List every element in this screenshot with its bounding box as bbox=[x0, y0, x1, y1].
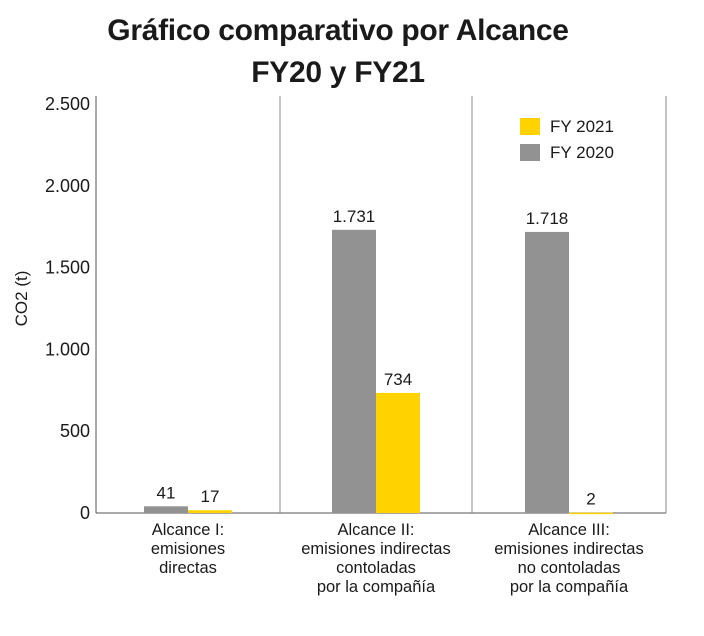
category-label: Alcance II: bbox=[337, 521, 414, 539]
bar-fy2020-cat3 bbox=[525, 231, 569, 514]
bar-fy2020-cat1 bbox=[144, 506, 188, 513]
y-axis-label: CO2 (t) bbox=[12, 271, 31, 327]
y-tick-label: 2.000 bbox=[45, 176, 90, 196]
category-label: contoladas bbox=[336, 559, 416, 577]
bar-fy2021-cat3 bbox=[569, 512, 613, 515]
legend-label: FY 2021 bbox=[550, 117, 614, 136]
data-label-fy2021: 2 bbox=[586, 490, 595, 509]
bar-fy2020-cat2 bbox=[332, 229, 376, 513]
y-tick-label: 2.500 bbox=[45, 94, 90, 114]
chart-subtitle: FY20 y FY21 bbox=[251, 56, 425, 89]
legend-label: FY 2020 bbox=[550, 143, 614, 162]
bar-fy2021-cat2 bbox=[376, 392, 420, 513]
category-label: por la compañía bbox=[510, 578, 629, 596]
y-tick-label: 0 bbox=[80, 503, 90, 523]
category-label: emisiones indirectas bbox=[494, 540, 643, 558]
data-label-fy2020: 1.731 bbox=[333, 207, 376, 226]
y-tick-label: 1.500 bbox=[45, 258, 90, 278]
category-label: emisiones bbox=[151, 540, 225, 558]
y-tick-label: 1.000 bbox=[45, 339, 90, 359]
category-label: directas bbox=[159, 559, 217, 577]
category-label: no contoladas bbox=[518, 559, 621, 577]
data-label-fy2020: 1.718 bbox=[526, 209, 569, 228]
chart-title: Gráfico comparativo por Alcance bbox=[107, 14, 569, 47]
category-label: emisiones indirectas bbox=[301, 540, 450, 558]
category-label: Alcance III: bbox=[528, 521, 610, 539]
legend-swatch-fy-2020 bbox=[520, 144, 540, 161]
category-label: Alcance I: bbox=[152, 521, 224, 539]
bar-fy2021-cat1 bbox=[188, 510, 232, 513]
data-label-fy2020: 41 bbox=[157, 483, 176, 502]
category-label: por la compañía bbox=[317, 578, 436, 596]
data-label-fy2021: 734 bbox=[384, 370, 412, 389]
legend-swatch-fy-2021 bbox=[520, 118, 540, 135]
y-tick-label: 500 bbox=[60, 421, 90, 441]
data-label-fy2021: 17 bbox=[201, 487, 220, 506]
